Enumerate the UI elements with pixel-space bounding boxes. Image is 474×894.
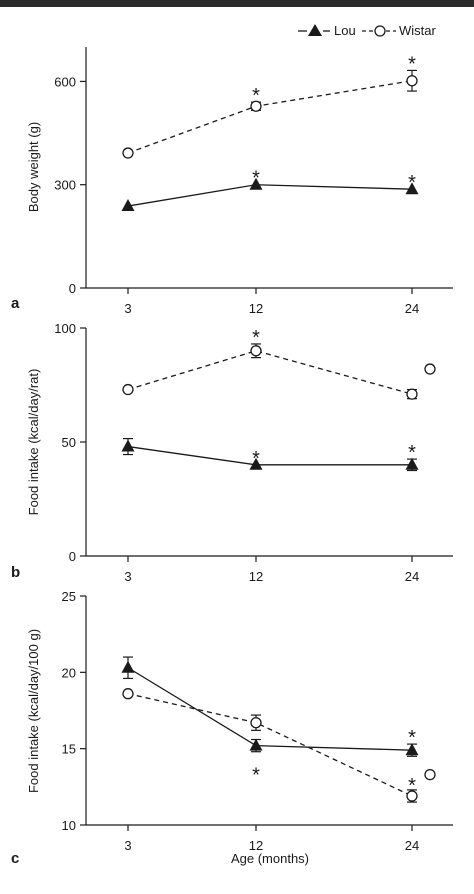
significance-asterisk: * xyxy=(408,442,416,464)
y-tick-label: 15 xyxy=(62,742,76,757)
panel-letter: b xyxy=(11,564,20,581)
panel-letter: c xyxy=(11,850,19,867)
lou-point xyxy=(249,738,263,751)
x-tick-label: 3 xyxy=(124,301,131,316)
legend: Lou Wistar xyxy=(298,23,437,38)
y-tick-label: 25 xyxy=(62,589,76,604)
x-tick-label: 24 xyxy=(405,569,419,584)
y-axis-title: Food intake (kcal/day/rat) xyxy=(26,369,41,516)
lou-point xyxy=(121,660,135,673)
lou-point xyxy=(249,457,263,470)
legend-wistar-label: Wistar xyxy=(399,23,437,38)
series-line-lou xyxy=(127,445,412,466)
series-line-lou xyxy=(127,667,413,751)
y-axis-title: Body weight (g) xyxy=(26,122,41,212)
y-tick-label: 20 xyxy=(62,665,76,680)
wistar-point xyxy=(406,388,418,400)
lou-point xyxy=(405,743,419,756)
x-tick-label: 12 xyxy=(249,838,263,853)
legend-lou-marker xyxy=(308,24,322,36)
wistar-point xyxy=(250,100,262,112)
x-tick-label: 3 xyxy=(124,569,131,584)
x-tick-label: 24 xyxy=(405,301,419,316)
wistar-extra-point xyxy=(424,363,436,375)
lou-point xyxy=(121,439,135,452)
panel-b: 0 50 100 3 12 24 Food intake (kcal/day/rat) b * *… xyxy=(11,321,453,584)
x-tick-label: 3 xyxy=(124,838,131,853)
y-tick-label: 600 xyxy=(54,74,76,89)
series-line-lou xyxy=(127,184,413,207)
y-tick-label: 300 xyxy=(54,178,76,193)
y-tick-label: 0 xyxy=(69,549,76,564)
lou-point xyxy=(121,199,135,212)
significance-asterisk: * xyxy=(408,727,416,749)
lou-point xyxy=(405,182,419,195)
wistar-point xyxy=(122,147,134,159)
series-line-wistar xyxy=(127,693,413,797)
lou-point xyxy=(249,177,263,190)
significance-asterisk: * xyxy=(408,53,416,75)
wistar-point xyxy=(250,345,262,357)
significance-asterisk: * xyxy=(252,168,260,190)
wistar-extra-point xyxy=(424,768,436,781)
wistar-point xyxy=(406,75,418,87)
x-tick-label: 12 xyxy=(249,569,263,584)
significance-asterisk: * xyxy=(252,327,260,349)
y-tick-label: 10 xyxy=(62,818,76,833)
significance-asterisk: * xyxy=(408,775,416,797)
significance-asterisk: * xyxy=(252,448,260,470)
y-axis-title: Food intake (kcal/day/100 g) xyxy=(26,629,41,793)
x-tick-label: 12 xyxy=(249,301,263,316)
x-axis-title: Age (months) xyxy=(231,851,309,866)
top-bar xyxy=(0,0,474,7)
wistar-point xyxy=(250,717,262,729)
significance-asterisk: * xyxy=(252,765,260,787)
wistar-point xyxy=(406,790,418,802)
y-tick-label: 100 xyxy=(54,321,76,336)
lou-point xyxy=(405,457,419,470)
legend-wistar-marker xyxy=(374,25,386,37)
x-tick-label: 24 xyxy=(405,838,419,853)
series-line-wistar xyxy=(127,80,413,154)
wistar-point xyxy=(122,688,134,700)
significance-asterisk: * xyxy=(408,172,416,194)
series-line-wistar xyxy=(127,350,413,395)
panel-letter: a xyxy=(11,295,20,312)
wistar-point xyxy=(122,383,134,396)
y-tick-label: 50 xyxy=(62,435,76,450)
legend-lou-label: Lou xyxy=(334,23,356,38)
panel-c: 10 15 20 25 3 12 24 Food intake (kcal/day/100 g… xyxy=(11,589,453,867)
y-tick-label: 0 xyxy=(69,281,76,296)
significance-asterisk: * xyxy=(252,85,260,107)
